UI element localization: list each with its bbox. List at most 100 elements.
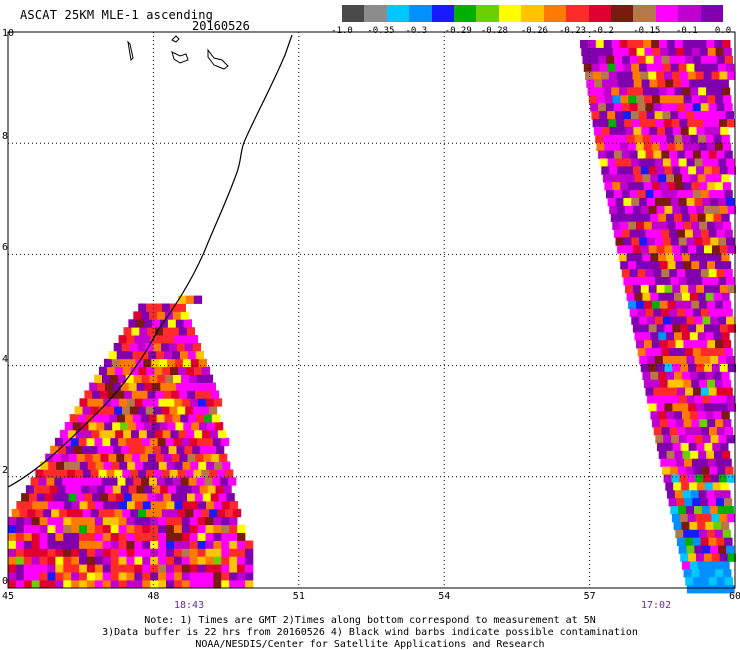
swath-cell (639, 237, 648, 246)
swath-cell (713, 292, 722, 302)
swath-cell (713, 174, 722, 183)
swath-cell (704, 284, 713, 294)
swath-cell (621, 103, 630, 112)
swath-cell (103, 501, 112, 510)
swath-cell (185, 366, 195, 375)
swath-cell (106, 406, 115, 415)
swath-cell (718, 277, 727, 286)
swath-cell (195, 350, 204, 360)
color-scale-label: -0.15 (633, 26, 661, 36)
swath-cell (8, 572, 17, 581)
swath-cell (142, 532, 151, 541)
swath-cell (647, 119, 657, 128)
swath-cell (684, 498, 693, 507)
swath-cell (672, 363, 681, 373)
swath-cell (696, 442, 705, 452)
swath-cell (665, 79, 674, 88)
swath-cell (672, 166, 681, 175)
swath-cell (694, 356, 703, 365)
swath-cell (701, 506, 711, 515)
swath-cell (717, 506, 726, 515)
swath-cell (666, 292, 675, 302)
swath-cell (656, 284, 665, 294)
swath-cell (116, 390, 125, 399)
swath-cell (181, 572, 191, 581)
swath-cell (625, 79, 635, 88)
swath-cell (116, 453, 125, 462)
swath-cell (616, 71, 625, 80)
swath-cell (131, 327, 140, 336)
swath-cell (724, 427, 734, 436)
swath-cell (197, 572, 206, 581)
swath-cell (217, 469, 226, 478)
swath-cell (697, 253, 706, 262)
swath-cell (669, 190, 678, 199)
swath-cell (129, 343, 138, 352)
swath-cell (660, 458, 669, 467)
swath-cell (667, 142, 676, 151)
swath-cell (612, 182, 621, 191)
swath-cell (201, 366, 210, 375)
swath-cell (685, 150, 694, 159)
swath-cell (622, 55, 631, 65)
swath-cell (670, 158, 680, 167)
swath-cell (134, 437, 143, 447)
swath-cell (118, 556, 127, 565)
swath-cell (640, 363, 650, 373)
swath-cell (670, 111, 679, 120)
swath-cell (237, 532, 246, 541)
swath-cell (692, 229, 702, 238)
swath-cell (648, 284, 657, 294)
swath-cell (150, 580, 159, 589)
swath-cell (648, 166, 657, 175)
swath-cell (678, 237, 687, 246)
swath-cell (156, 350, 165, 360)
swath-cell (71, 540, 80, 549)
swath-cell (96, 422, 105, 431)
swath-cell (707, 221, 716, 230)
swath-cell (691, 182, 700, 191)
swath-cell (602, 79, 611, 88)
swath-cell (245, 572, 254, 581)
swath-cell (79, 556, 88, 565)
swath-cell (612, 142, 621, 151)
swath-cell (99, 366, 108, 375)
swath-cell (150, 556, 159, 565)
swath-cell (84, 390, 93, 399)
swath-cell (674, 253, 683, 262)
swath-cell (112, 485, 122, 494)
swath-cell (185, 406, 194, 415)
swath-cell (658, 371, 667, 381)
swath-cell (710, 545, 719, 554)
swath-cell (692, 348, 702, 357)
swath-cell (653, 387, 662, 396)
swath-cell (700, 348, 710, 357)
swath-cell (145, 343, 154, 352)
swath-cell (637, 103, 646, 112)
swath-cell (658, 292, 667, 302)
swath-cell (610, 213, 620, 223)
swath-cell (663, 474, 672, 483)
swath-cell (663, 119, 672, 128)
swath-cell (689, 371, 699, 381)
swath-cell (719, 71, 728, 80)
swath-cell (146, 366, 155, 375)
swath-cell (696, 403, 705, 412)
swath-cell (23, 548, 33, 557)
swath-cells (8, 40, 736, 594)
swath-cell (651, 221, 661, 230)
swath-cell (721, 134, 730, 144)
swath-cell (619, 40, 628, 49)
color-scale-label: -0.26 (520, 26, 548, 36)
swath-cell (167, 358, 176, 368)
swath-cell (181, 532, 191, 541)
swath-cell (599, 158, 608, 167)
swath-cell (100, 390, 109, 399)
swath-cell (210, 493, 219, 502)
swath-cell (625, 284, 634, 294)
swath-cell (158, 461, 168, 470)
swath-cell (621, 150, 631, 159)
swath-cell (661, 55, 670, 65)
swath-cell (209, 469, 218, 478)
swath-cell (651, 142, 660, 151)
